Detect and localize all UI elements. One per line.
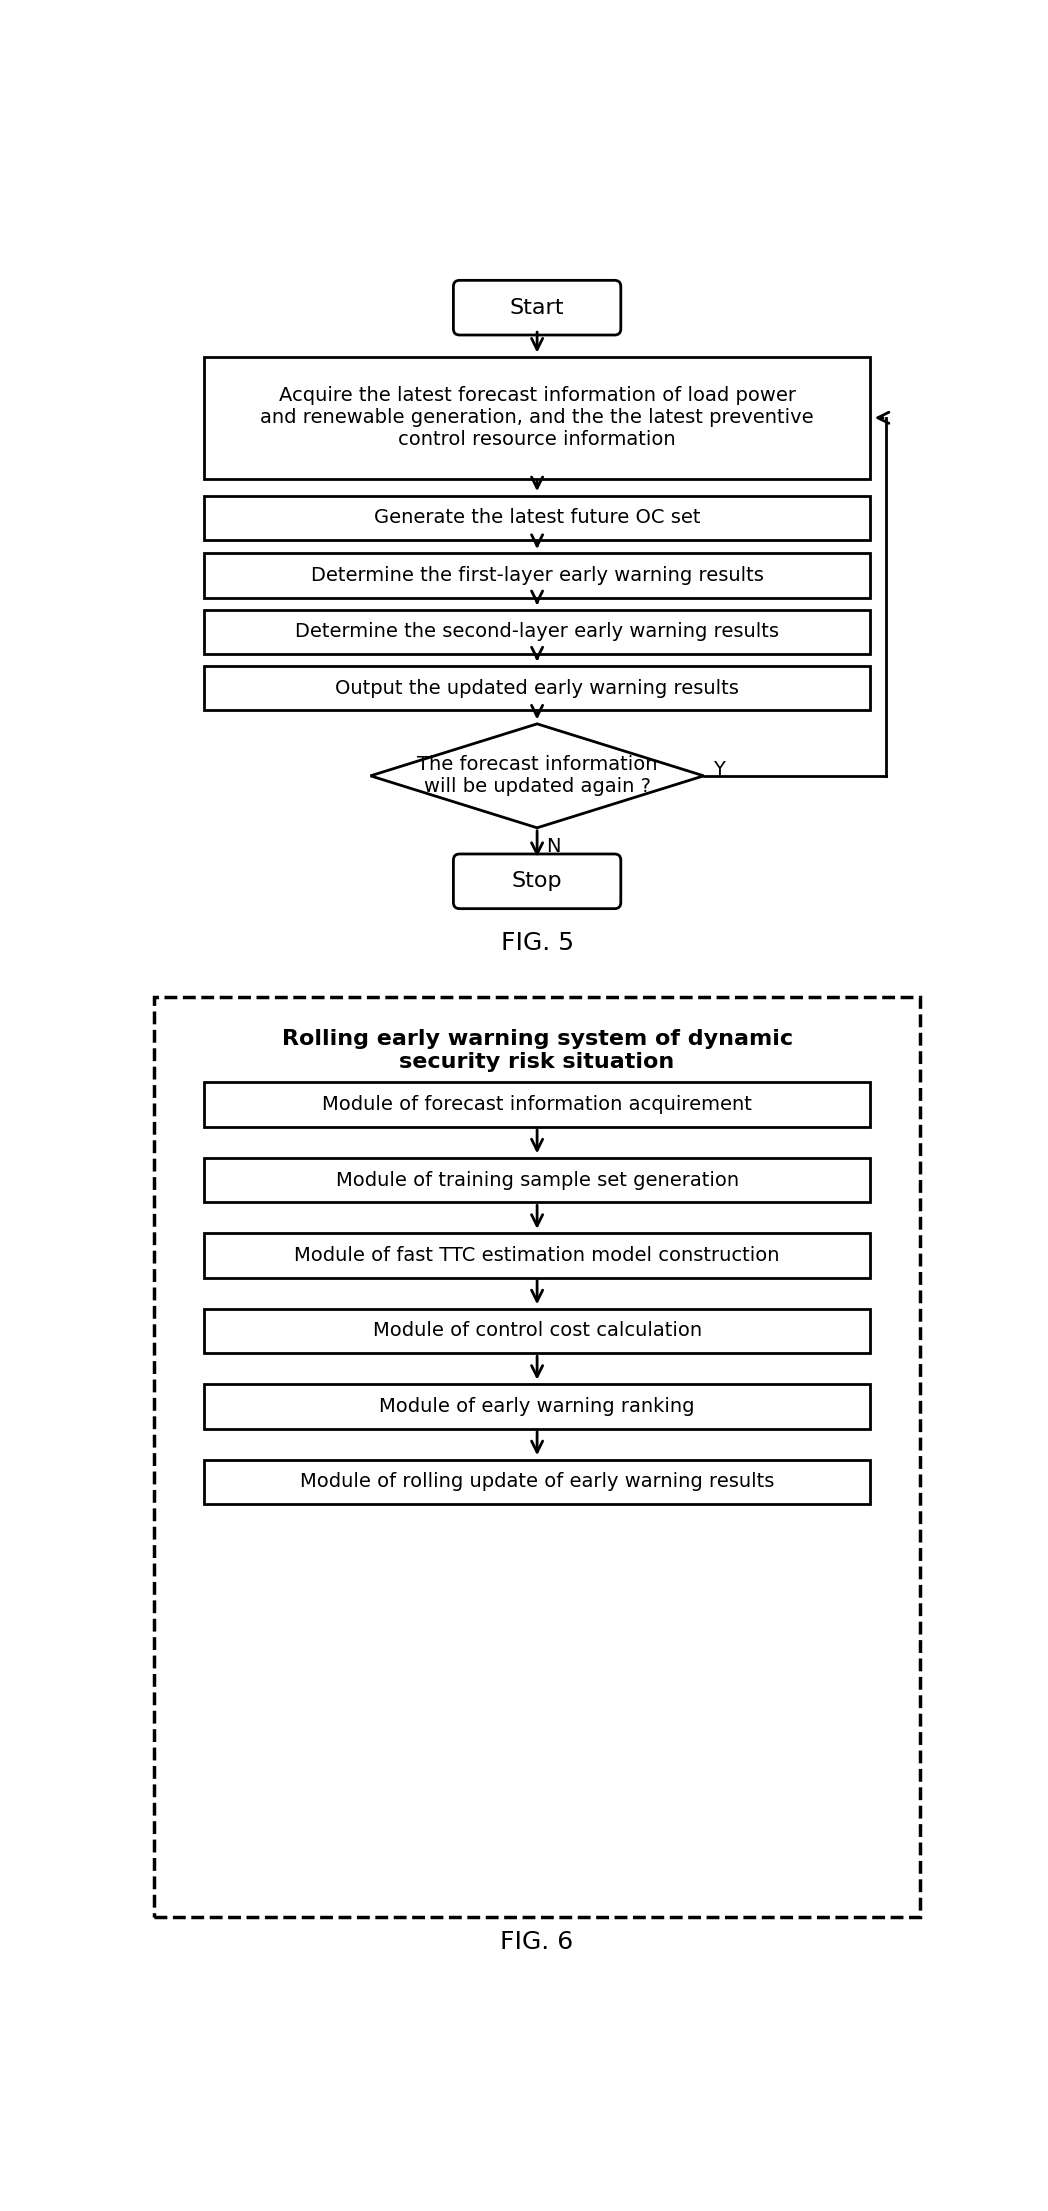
- Bar: [204, 666, 870, 710]
- Text: Module of rolling update of early warning results: Module of rolling update of early warnin…: [300, 1473, 774, 1492]
- Text: Module of early warning ranking: Module of early warning ranking: [379, 1397, 695, 1415]
- Bar: [204, 610, 870, 654]
- Bar: [204, 356, 870, 478]
- Text: Determine the second-layer early warning results: Determine the second-layer early warning…: [296, 621, 779, 641]
- Text: Stop: Stop: [511, 871, 563, 891]
- Bar: [204, 495, 870, 539]
- Bar: [204, 1234, 870, 1278]
- Bar: [204, 553, 870, 597]
- Text: Y: Y: [713, 761, 725, 778]
- Text: Output the updated early warning results: Output the updated early warning results: [335, 679, 739, 696]
- Text: Rolling early warning system of dynamic
security risk situation: Rolling early warning system of dynamic …: [282, 1028, 792, 1072]
- Text: Start: Start: [509, 298, 565, 318]
- FancyBboxPatch shape: [454, 853, 620, 909]
- Bar: [204, 1083, 870, 1128]
- Text: FIG. 5: FIG. 5: [501, 931, 573, 955]
- Text: N: N: [546, 838, 561, 856]
- Bar: [154, 997, 920, 1917]
- Polygon shape: [371, 723, 703, 827]
- Text: Generate the latest future OC set: Generate the latest future OC set: [374, 509, 700, 528]
- Bar: [204, 1309, 870, 1353]
- Text: Module of training sample set generation: Module of training sample set generation: [335, 1170, 739, 1190]
- Text: The forecast information
will be updated again ?: The forecast information will be updated…: [417, 756, 657, 796]
- FancyBboxPatch shape: [454, 281, 620, 336]
- Text: Module of fast TTC estimation model construction: Module of fast TTC estimation model cons…: [294, 1247, 780, 1265]
- Text: Acquire the latest forecast information of load power
and renewable generation, : Acquire the latest forecast information …: [260, 387, 814, 449]
- Text: Determine the first-layer early warning results: Determine the first-layer early warning …: [310, 566, 764, 586]
- Text: Module of control cost calculation: Module of control cost calculation: [372, 1322, 702, 1340]
- Text: FIG. 6: FIG. 6: [501, 1930, 573, 1955]
- Bar: [204, 1159, 870, 1203]
- Text: Module of forecast information acquirement: Module of forecast information acquireme…: [322, 1094, 752, 1114]
- Bar: [204, 1459, 870, 1503]
- Bar: [204, 1384, 870, 1428]
